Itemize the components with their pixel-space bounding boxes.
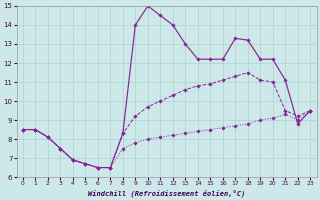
X-axis label: Windchill (Refroidissement éolien,°C): Windchill (Refroidissement éolien,°C) (88, 189, 245, 197)
